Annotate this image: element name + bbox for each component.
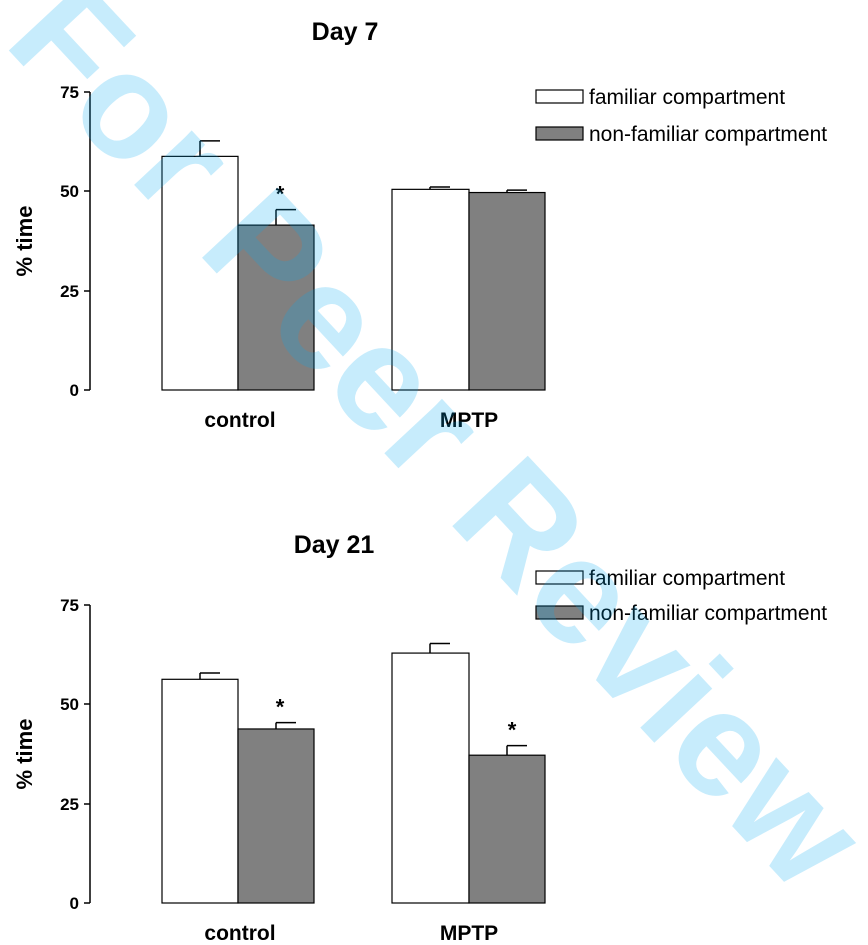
- x-category-label: control: [204, 409, 275, 432]
- bar-familiar-control: [161, 678, 239, 904]
- y-tick-label: 25: [60, 795, 79, 814]
- significance-marker: *: [276, 182, 285, 207]
- chart-day-7: Day 7 % time 0 25 50 75 * control MPTP: [12, 18, 827, 432]
- bar-non-familiar-mptp: [468, 754, 546, 904]
- y-tick-label: 75: [60, 83, 79, 102]
- y-tick-label: 0: [70, 381, 79, 400]
- legend-label: familiar compartment: [589, 86, 785, 109]
- bar-familiar-control: [161, 155, 239, 391]
- y-axis-label: % time: [12, 206, 37, 277]
- legend-label: familiar compartment: [589, 567, 785, 590]
- chart-day-21: Day 21 % time 0 25 50 75 * * control MPT…: [12, 531, 827, 945]
- legend: familiar compartment non-familiar compar…: [535, 567, 827, 625]
- x-category-label: MPTP: [440, 409, 498, 432]
- significance-marker: *: [508, 718, 517, 743]
- chart-title: Day 7: [312, 18, 379, 46]
- x-category-label: control: [204, 922, 275, 945]
- x-category-label: MPTP: [440, 922, 498, 945]
- y-tick-label: 75: [60, 596, 79, 615]
- legend-swatch-non-familiar: [535, 126, 584, 141]
- chart-title: Day 21: [294, 531, 375, 559]
- y-tick-label: 50: [60, 182, 79, 201]
- significance-marker: *: [276, 695, 285, 720]
- legend-label: non-familiar compartment: [589, 602, 827, 625]
- bar-non-familiar-mptp: [468, 191, 546, 391]
- bar-non-familiar-control: [237, 224, 315, 391]
- bar-non-familiar-control: [237, 728, 315, 904]
- legend-swatch-familiar: [535, 89, 584, 104]
- legend-swatch-familiar: [535, 570, 584, 585]
- legend-swatch-non-familiar: [535, 605, 584, 620]
- y-tick-label: 50: [60, 695, 79, 714]
- y-axis-label: % time: [12, 719, 37, 790]
- y-tick-label: 25: [60, 282, 79, 301]
- legend: familiar compartment non-familiar compar…: [535, 86, 827, 146]
- bar-familiar-mptp: [391, 652, 470, 904]
- legend-label: non-familiar compartment: [589, 123, 827, 146]
- y-tick-label: 0: [70, 894, 79, 913]
